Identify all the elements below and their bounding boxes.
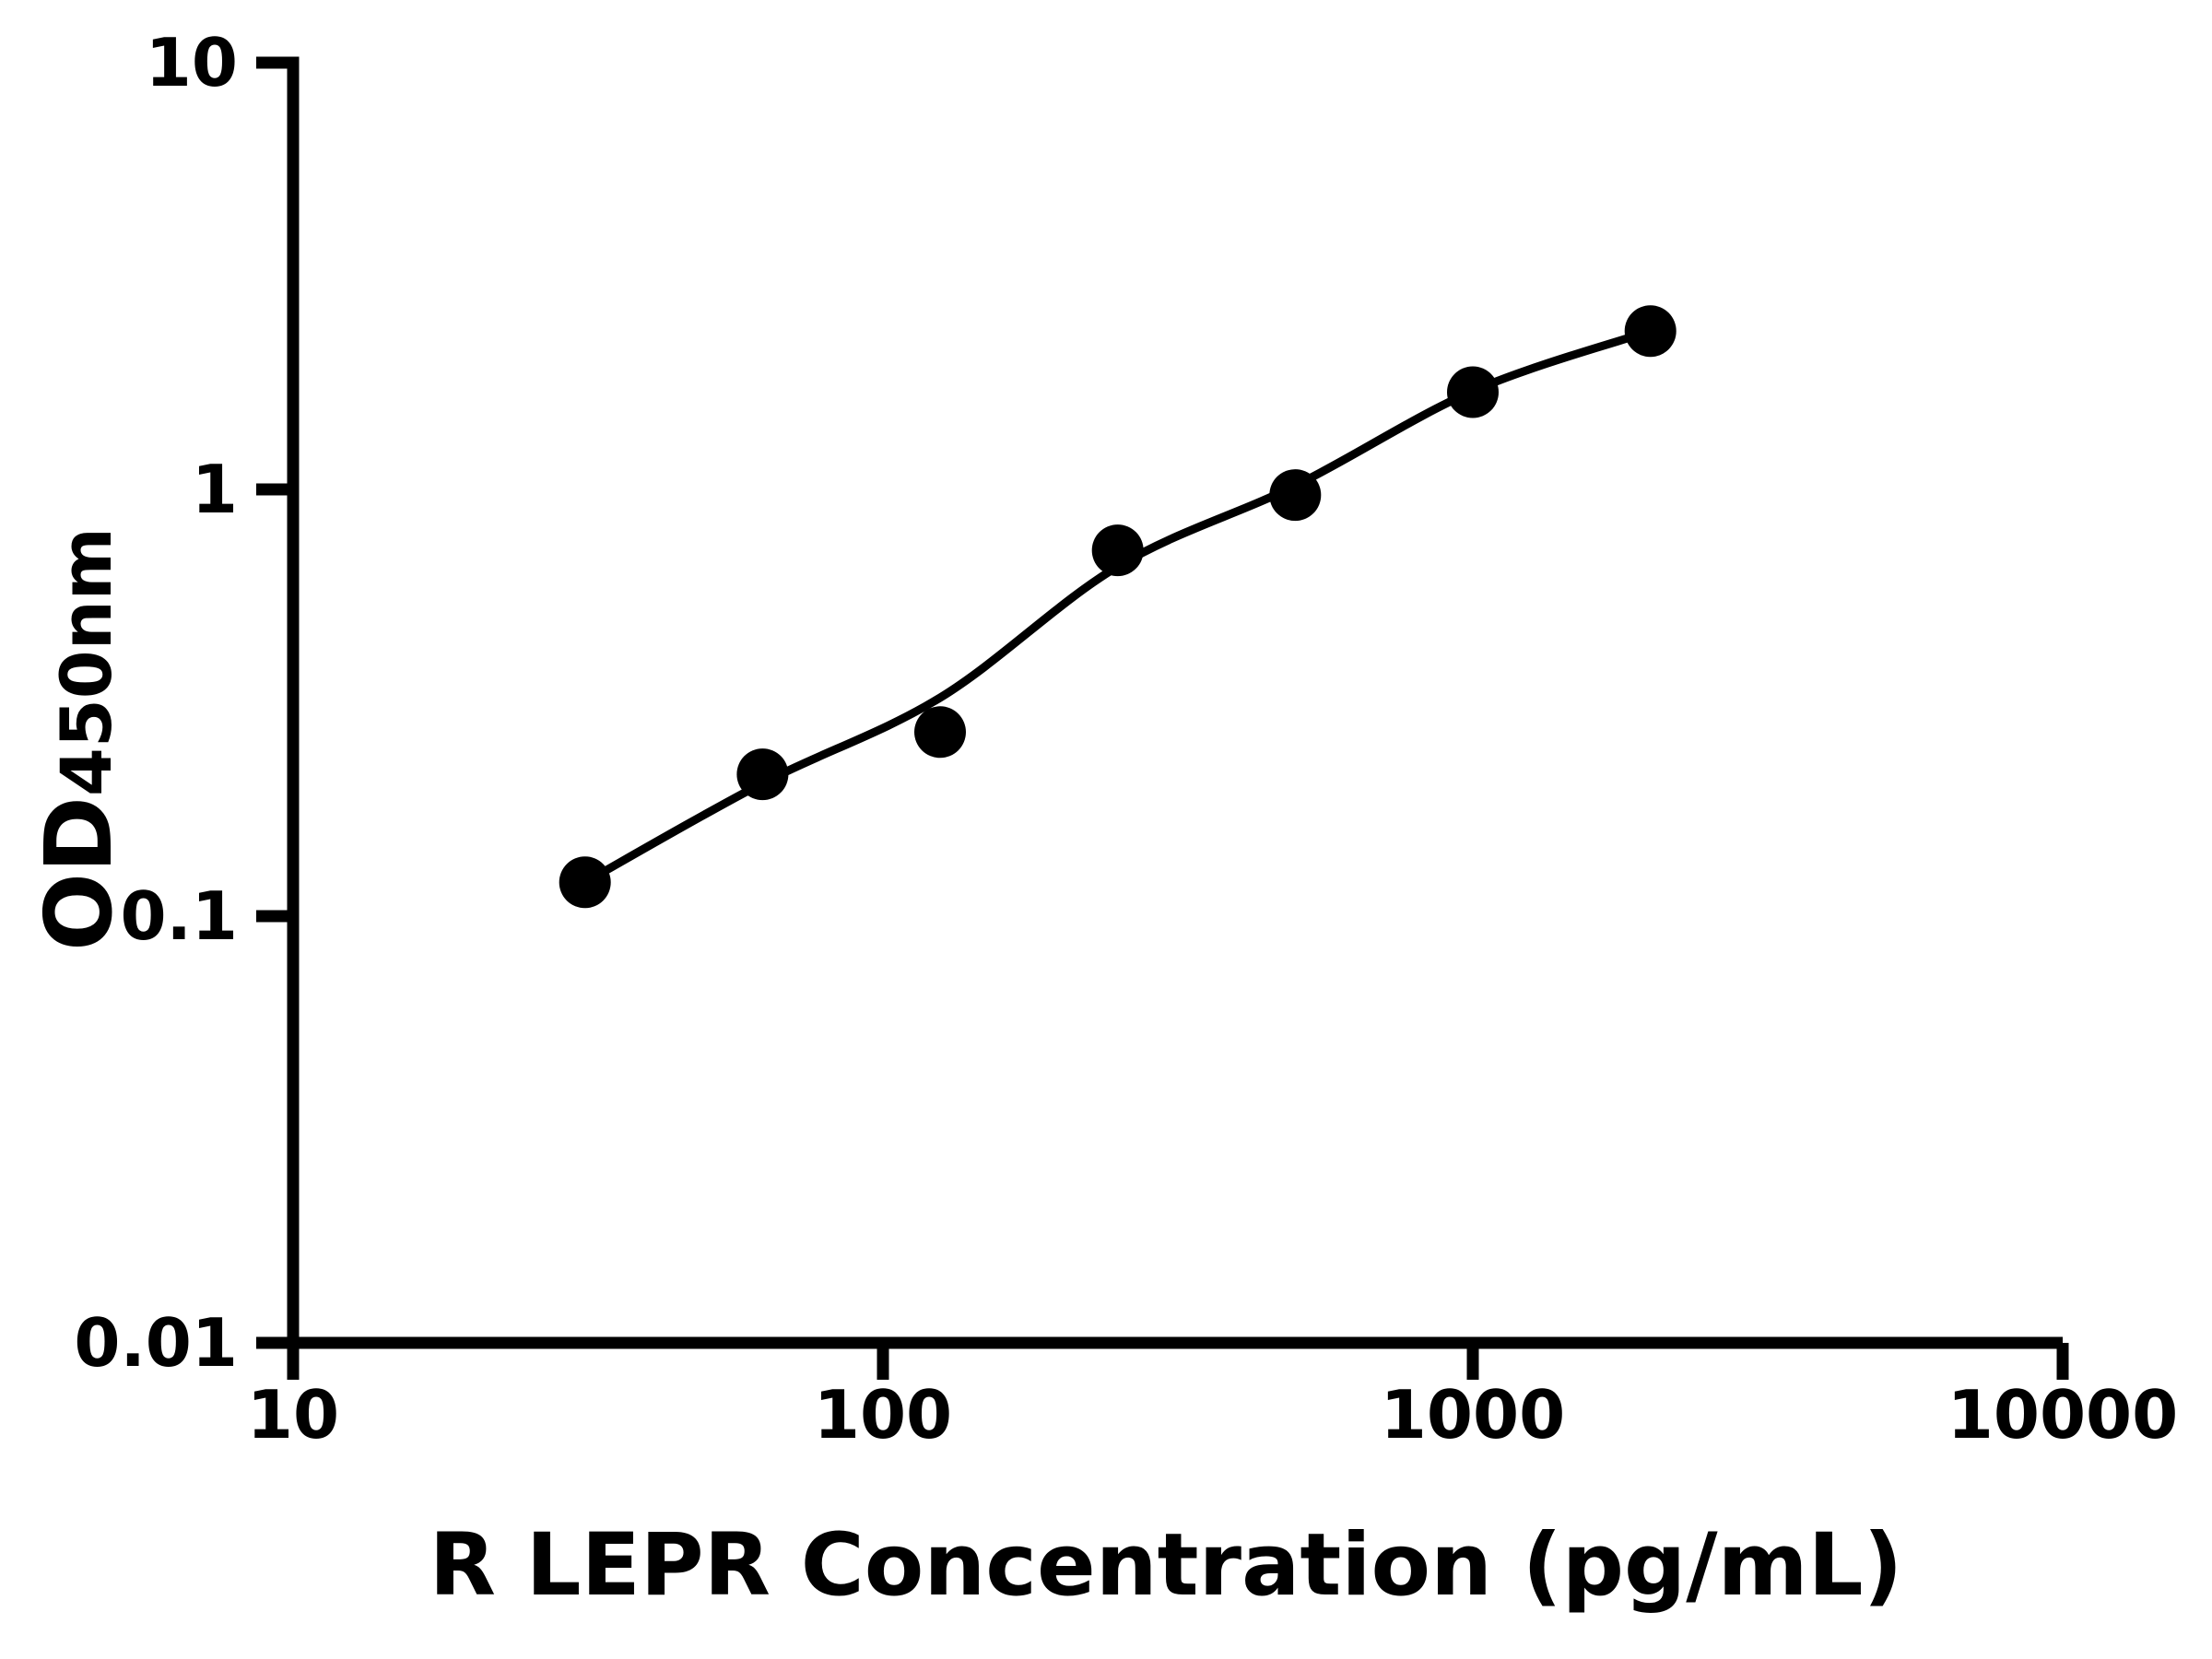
axis-ticks [256,56,2069,1380]
data-point [1624,305,1677,358]
x-tick-label-10000: 10000 [1947,1376,2179,1453]
x-tick-label-10: 10 [247,1376,339,1453]
data-point [736,748,789,801]
fit-curve [581,326,1655,887]
axis-spine [287,56,2063,1349]
data-point [1269,469,1322,522]
fit-curve-group [581,326,1655,887]
data-point [914,706,966,759]
data-points-group [559,305,1677,909]
axes [287,56,2063,1349]
axis-tick-labels: 10 100 1000 10000 0.01 0.1 1 10 [74,24,2178,1453]
data-point [1091,524,1144,577]
y-axis-title-sub: 450nm [45,527,127,796]
x-tick-label-100: 100 [814,1376,952,1453]
y-axis-title: OD450nm [25,527,133,951]
y-axis-title-main: OD [25,796,133,951]
x-tick-label-1000: 1000 [1381,1376,1565,1453]
y-tick-label-0.01: 0.01 [74,1304,238,1382]
y-tick-label-10: 10 [146,24,238,101]
data-point [559,856,611,909]
y-tick-label-0.1: 0.1 [120,877,238,955]
data-point [1447,366,1499,418]
y-tick-label-1: 1 [192,451,238,528]
x-axis-title: R LEPR Concentration (pg/mL) [429,1515,1903,1616]
